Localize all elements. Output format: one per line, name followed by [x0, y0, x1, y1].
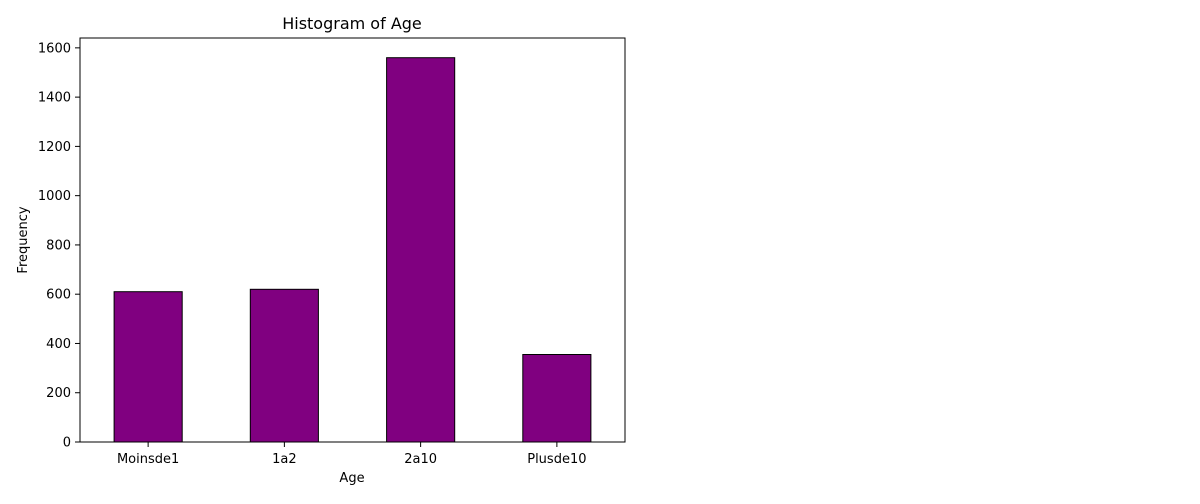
x-tick-label: 1a2 [272, 452, 297, 467]
bar-Plusde10 [522, 354, 592, 443]
y-tick-label: 0 [63, 436, 71, 451]
y-tick-label: 200 [46, 386, 71, 401]
x-tick-label: Plusde10 [527, 452, 586, 467]
x-tick-label: 2a10 [404, 452, 437, 467]
y-tick-label: 1600 [38, 41, 71, 56]
y-tick-label: 1400 [38, 91, 71, 106]
bars-group [113, 57, 592, 443]
y-axis-label: Frequency [16, 206, 31, 273]
x-tick-label: Moinsde1 [117, 452, 179, 467]
y-tick-label: 400 [46, 337, 71, 352]
y-tick-label: 600 [46, 288, 71, 303]
bar-Moinsde1 [113, 291, 183, 443]
chart-title: Histogram of Age [282, 14, 422, 33]
x-axis: Moinsde1 1a2 2a10 Plusde10 [117, 442, 587, 467]
bar-1a2 [249, 288, 319, 443]
y-tick-label: 800 [46, 238, 71, 253]
y-tick-label: 1000 [38, 189, 71, 204]
y-tick-label: 1200 [38, 140, 71, 155]
bar-2a10 [386, 57, 456, 443]
plot-frame [79, 37, 626, 443]
x-axis-label: Age [339, 471, 364, 486]
y-axis: 0 200 400 600 800 1000 1200 1400 1600 [38, 41, 80, 451]
